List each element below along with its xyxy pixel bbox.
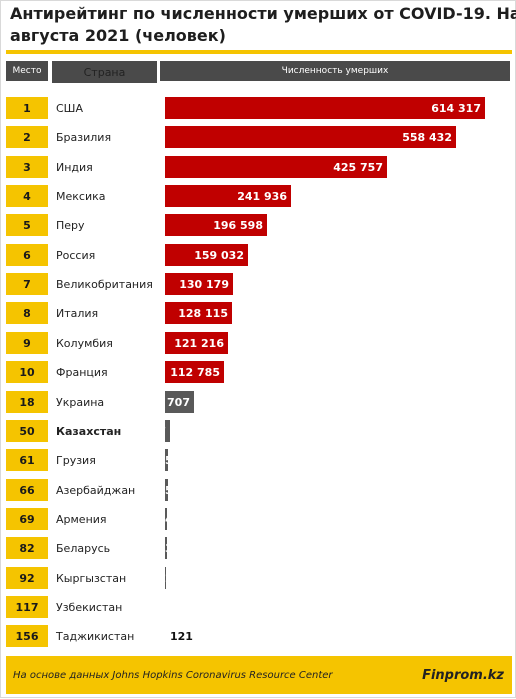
bar bbox=[165, 537, 167, 559]
bar bbox=[165, 302, 232, 324]
rank-cell: 92 bbox=[6, 567, 48, 589]
footer-brand-logo: Finprom.kz bbox=[422, 667, 504, 683]
country-label: Кыргызстан bbox=[56, 571, 127, 585]
rank-cell: 117 bbox=[6, 596, 48, 618]
country-label: Россия bbox=[56, 248, 96, 262]
rank-cell: 61 bbox=[6, 449, 48, 471]
value-label: 121 bbox=[170, 629, 193, 643]
bar bbox=[165, 244, 248, 266]
value-label: 614 317 bbox=[431, 101, 481, 115]
footer-source: На основе данных Johns Hopkins Coronavir… bbox=[13, 669, 333, 681]
country-label: Мексика bbox=[56, 189, 106, 203]
chart-title: Антирейтинг по численности умерших от CO… bbox=[10, 3, 516, 47]
value-label: 55 707 bbox=[147, 395, 190, 409]
country-label: Индия bbox=[56, 160, 93, 174]
value-label: 112 785 bbox=[170, 365, 220, 379]
rank-cell: 6 bbox=[6, 244, 48, 266]
bar bbox=[165, 567, 166, 589]
bar bbox=[165, 420, 170, 442]
value-label: 121 216 bbox=[174, 336, 224, 350]
value-label: 558 432 bbox=[402, 130, 452, 144]
value-label: 4 625 bbox=[165, 512, 200, 526]
country-label: Азербайджан bbox=[56, 483, 136, 497]
country-label: Украина bbox=[56, 395, 105, 409]
bar bbox=[165, 479, 168, 501]
title-underline bbox=[6, 50, 512, 54]
country-label: Грузия bbox=[56, 453, 96, 467]
bar bbox=[165, 126, 456, 148]
bar bbox=[165, 332, 228, 354]
header-deaths: Численность умерших bbox=[160, 61, 510, 81]
rank-cell: 2 bbox=[6, 126, 48, 148]
rank-cell: 7 bbox=[6, 273, 48, 295]
bar bbox=[165, 214, 267, 236]
value-label: 5 034 bbox=[165, 483, 200, 497]
rank-cell: 50 bbox=[6, 420, 48, 442]
rank-cell: 4 bbox=[6, 185, 48, 207]
value-label: 9 077 bbox=[131, 424, 166, 438]
footer: На основе данных Johns Hopkins Coronavir… bbox=[6, 656, 512, 694]
bar bbox=[165, 508, 167, 530]
rank-cell: 5 bbox=[6, 214, 48, 236]
rank-cell: 82 bbox=[6, 537, 48, 559]
rank-cell: 8 bbox=[6, 302, 48, 324]
country-label: Франция bbox=[56, 365, 108, 379]
rank-cell: 3 bbox=[6, 156, 48, 178]
rank-cell: 156 bbox=[6, 625, 48, 647]
value-label: 2 363 bbox=[165, 571, 200, 585]
country-label: Казахстан bbox=[56, 424, 122, 438]
rank-cell: 10 bbox=[6, 361, 48, 383]
bar bbox=[165, 97, 485, 119]
chart-title-line-2: августа 2021 (человек) bbox=[10, 26, 226, 45]
value-label: 425 757 bbox=[333, 160, 383, 174]
rank-cell: 1 bbox=[6, 97, 48, 119]
value-label: 159 032 bbox=[194, 248, 244, 262]
bar bbox=[165, 156, 387, 178]
value-label: 130 179 bbox=[179, 277, 229, 291]
country-label: Великобритания bbox=[56, 277, 153, 291]
value-label: 196 598 bbox=[213, 218, 263, 232]
bar bbox=[165, 391, 194, 413]
country-label: Бразилия bbox=[56, 130, 112, 144]
bar bbox=[165, 449, 168, 471]
value-label: 3 483 bbox=[165, 541, 200, 555]
country-label: Колумбия bbox=[56, 336, 113, 350]
rank-cell: 18 bbox=[6, 391, 48, 413]
rank-cell: 9 bbox=[6, 332, 48, 354]
country-label: США bbox=[56, 101, 83, 115]
bar bbox=[165, 185, 291, 207]
header-place: Место bbox=[6, 61, 48, 81]
value-label: 128 115 bbox=[178, 306, 228, 320]
country-label: Беларусь bbox=[56, 541, 111, 555]
rank-cell: 69 bbox=[6, 508, 48, 530]
header-country: Страна bbox=[52, 61, 157, 83]
value-label: 5 948 bbox=[165, 453, 200, 467]
bar bbox=[165, 361, 224, 383]
country-label: Перу bbox=[56, 218, 85, 232]
value-label: 241 936 bbox=[237, 189, 287, 203]
value-label: 901 bbox=[165, 600, 188, 614]
chart-title-line-1: Антирейтинг по численности умерших от CO… bbox=[10, 4, 516, 23]
bar bbox=[165, 273, 233, 295]
country-label: Узбекистан bbox=[56, 600, 123, 614]
country-label: Италия bbox=[56, 306, 99, 320]
rank-cell: 66 bbox=[6, 479, 48, 501]
country-label: Армения bbox=[56, 512, 107, 526]
country-label: Таджикистан bbox=[56, 629, 135, 643]
